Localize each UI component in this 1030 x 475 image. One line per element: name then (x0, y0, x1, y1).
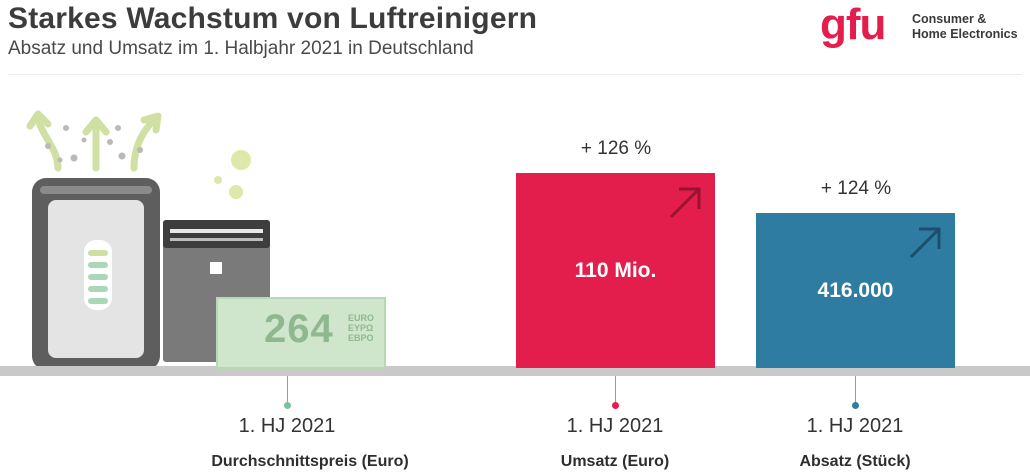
banknote-word-1: EURO (348, 313, 375, 323)
period-label-umsatz: 1. HJ 2021 (566, 415, 664, 437)
logo-line-2: Home Electronics (912, 27, 1018, 41)
change-umsatz: + 126 % (580, 138, 652, 159)
logo-mark: gfu (820, 0, 886, 49)
logo-text: Consumer & Home Electronics (912, 12, 1030, 42)
bar-absatz-value: 416.000 (817, 278, 894, 302)
logo-line-1: Consumer & (912, 12, 987, 26)
header-divider (8, 74, 1022, 75)
connector-price (287, 376, 288, 406)
page-title: Starkes Wachstum von Luftreinigern (8, 2, 538, 35)
bar-absatz: 416.000 (756, 213, 955, 368)
change-absatz: + 124 % (820, 178, 892, 199)
page-subtitle: Absatz und Umsatz im 1. Halbjahr 2021 in… (8, 38, 474, 59)
chart-baseline (0, 366, 1030, 376)
price-value: 264 (264, 307, 334, 351)
bar-umsatz: 110 Mio. (516, 173, 715, 368)
euro-banknote: 264 EURO ΕΥΡΩ EBPO (216, 297, 386, 369)
bar-umsatz-value: 110 Mio. (574, 258, 657, 282)
trend-up-arrow-icon (909, 227, 941, 259)
period-label-absatz: 1. HJ 2021 (806, 415, 904, 437)
banknote-word-3: EBPO (348, 333, 374, 343)
category-label-umsatz: Umsatz (Euro) (560, 453, 670, 470)
banknote-word-2: ΕΥΡΩ (348, 323, 374, 333)
marker-price (284, 402, 291, 409)
trend-up-arrow-icon (669, 187, 701, 219)
connector-umsatz (615, 376, 616, 406)
connector-absatz (855, 376, 856, 406)
marker-umsatz (612, 402, 619, 409)
period-label-price: 1. HJ 2021 (238, 415, 336, 437)
marker-absatz (852, 402, 859, 409)
category-label-absatz: Absatz (Stück) (799, 453, 911, 470)
banknote-words: EURO ΕΥΡΩ EBPO (348, 313, 386, 343)
category-label-price: Durchschnittspreis (Euro) (211, 453, 409, 470)
